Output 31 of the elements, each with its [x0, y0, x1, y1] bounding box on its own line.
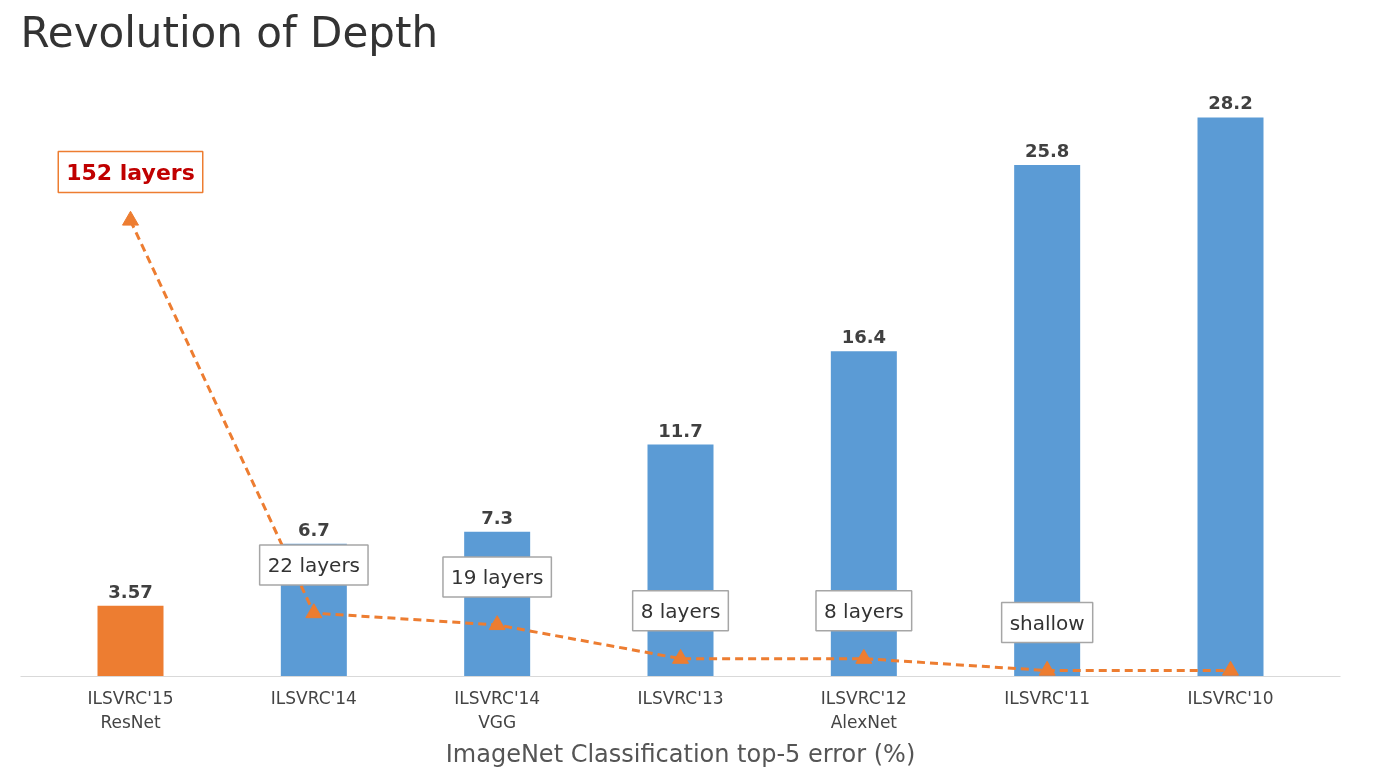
chart-title: Revolution of Depth: [20, 7, 439, 57]
x-tick-label: ILSVRC'14 VGG: [454, 687, 541, 732]
data-label: 16.4: [841, 326, 887, 348]
x-tick-label: ILSVRC'13: [637, 687, 724, 708]
x-tick-label: ILSVRC'11: [1004, 687, 1091, 708]
data-label: 28.2: [1208, 92, 1253, 114]
data-label: 25.8: [1024, 139, 1070, 161]
annotation: 8 layers: [640, 598, 721, 623]
data-label: 3.57: [108, 580, 153, 602]
point: [488, 615, 506, 631]
annotation: 22 layers: [267, 553, 361, 578]
data-label: 11.7: [658, 419, 703, 441]
annotation: 19 layers: [450, 564, 544, 589]
x-axis-title: ImageNet Classification top-5 error (%): [445, 739, 916, 768]
annotation: shallow: [1009, 610, 1085, 635]
x-tick-label: ILSVRC'10: [1187, 687, 1274, 708]
point: [1038, 660, 1056, 676]
annotation: 152 layers: [66, 159, 195, 185]
point: [1222, 660, 1239, 676]
point: [672, 648, 689, 664]
x-tick-label: ILSVRC'15 ResNet: [87, 687, 174, 732]
x-tick-label: ILSVRC'14: [270, 687, 357, 708]
data-label: 6.7: [297, 518, 330, 540]
data-label: 7.3: [481, 506, 514, 528]
annotation: 8 layers: [823, 598, 904, 623]
x-tick-label: ILSVRC'12 AlexNet: [820, 687, 907, 732]
point: [122, 210, 139, 226]
point: [305, 603, 323, 619]
bar: [97, 605, 164, 677]
bar: [1197, 117, 1264, 677]
point: [855, 648, 873, 664]
